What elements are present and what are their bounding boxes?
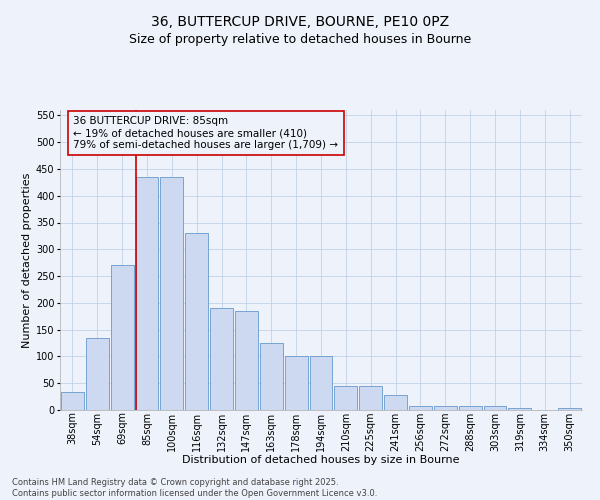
Bar [185, 233, 208, 410]
Bar [484, 406, 506, 410]
Bar [310, 356, 332, 410]
Text: 36, BUTTERCUP DRIVE, BOURNE, PE10 0PZ: 36, BUTTERCUP DRIVE, BOURNE, PE10 0PZ [151, 15, 449, 29]
Bar [334, 386, 357, 410]
Bar [210, 308, 233, 410]
Bar [111, 266, 134, 410]
Bar [434, 406, 457, 410]
Bar [285, 356, 308, 410]
X-axis label: Distribution of detached houses by size in Bourne: Distribution of detached houses by size … [182, 455, 460, 465]
Bar [86, 338, 109, 410]
Bar [558, 408, 581, 410]
Text: Size of property relative to detached houses in Bourne: Size of property relative to detached ho… [129, 32, 471, 46]
Y-axis label: Number of detached properties: Number of detached properties [22, 172, 32, 348]
Text: 36 BUTTERCUP DRIVE: 85sqm
← 19% of detached houses are smaller (410)
79% of semi: 36 BUTTERCUP DRIVE: 85sqm ← 19% of detac… [73, 116, 338, 150]
Bar [508, 408, 531, 410]
Bar [359, 386, 382, 410]
Bar [160, 177, 183, 410]
Text: Contains HM Land Registry data © Crown copyright and database right 2025.
Contai: Contains HM Land Registry data © Crown c… [12, 478, 377, 498]
Bar [136, 177, 158, 410]
Bar [260, 343, 283, 410]
Bar [459, 406, 482, 410]
Bar [384, 395, 407, 410]
Bar [235, 311, 258, 410]
Bar [61, 392, 84, 410]
Bar [409, 406, 432, 410]
